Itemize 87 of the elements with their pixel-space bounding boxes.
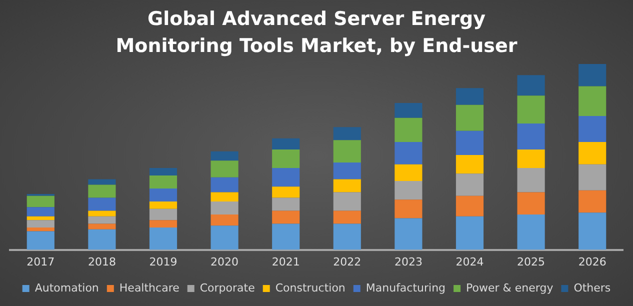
bar [88,179,116,185]
bar [517,149,545,168]
bar [456,216,484,250]
bar [149,208,178,220]
bar [578,116,606,142]
bar [394,118,422,142]
legend-label: Power & energy [466,281,554,294]
bar [272,168,300,187]
bar [272,149,300,168]
bar [517,168,545,192]
bar [578,86,606,116]
bar [149,188,178,202]
bar [333,127,361,140]
legend-label: Automation [34,281,99,294]
bar [272,198,300,211]
bar [149,228,178,250]
x-tick-label: 2026 [578,255,606,268]
x-tick-label: 2020 [210,255,239,268]
legend-label: Others [574,281,611,294]
bar [210,177,238,192]
bar [272,210,300,224]
x-tick-label: 2018 [88,255,116,268]
bar [26,196,54,208]
bar [210,160,238,178]
x-tick-label: 2024 [456,255,484,268]
bar [456,155,484,174]
x-tick-label: 2019 [149,255,178,268]
bar [333,192,361,211]
bar [456,174,484,196]
bar [333,210,361,224]
bar [456,196,484,216]
x-tick-label: 2021 [272,255,300,268]
bar [578,164,606,190]
bar [578,212,606,250]
bar [394,200,422,218]
bar [394,181,422,200]
bar [88,216,116,224]
bar [578,142,606,164]
bar [210,201,238,214]
bar [26,228,54,232]
bar [88,224,116,230]
bar [272,186,300,198]
bar [210,214,238,226]
bar [394,218,422,250]
bar [149,201,178,209]
legend-label: Corporate [200,281,256,294]
bar [272,138,300,150]
bar [394,103,422,118]
bar [149,220,178,228]
bar [26,231,54,250]
bar [456,104,484,131]
legend-label: Manufacturing [366,281,446,294]
bar [333,162,361,180]
bar [333,140,361,162]
bar [578,64,606,86]
bar [333,224,361,250]
bar [456,88,484,105]
bar [333,179,361,192]
bar [578,190,606,213]
bar [272,224,300,250]
x-tick-label: 2025 [517,255,546,268]
bar [26,207,54,216]
bar [88,229,116,250]
bar [88,184,116,198]
bar [210,226,238,250]
bar [88,210,116,216]
bar [26,216,54,220]
bar [517,123,545,150]
bar [517,75,545,96]
bar [88,198,116,211]
bar [210,192,238,202]
bar [210,151,238,161]
x-tick-label: 2017 [26,255,55,268]
bar [149,168,178,176]
x-tick-label: 2022 [333,255,362,268]
bar [26,220,54,228]
bar [149,175,178,188]
legend-label: Healthcare [119,281,180,294]
x-tick-label: 2023 [394,255,422,268]
bar [394,164,422,182]
bar [517,214,545,250]
bar [456,130,484,156]
bar [517,192,545,214]
chart-title: Global Advanced Server Energy Monitoring Tools Market, by End-user [114,7,518,59]
bar [517,96,545,124]
bar [394,142,422,164]
legend-label: Construction [275,281,346,294]
